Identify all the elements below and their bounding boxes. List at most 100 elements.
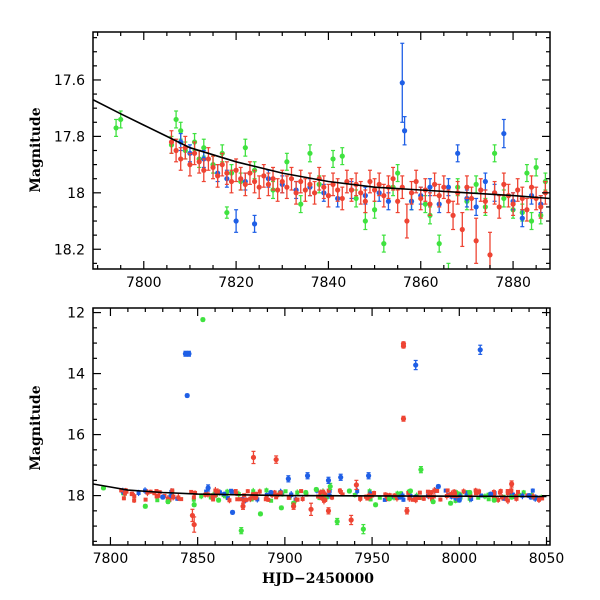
band-point-red	[233, 489, 238, 494]
data-point-red	[473, 217, 479, 264]
x-tick-label: 8000	[441, 551, 477, 567]
data-point-blue	[251, 214, 258, 233]
data-point-red	[196, 149, 202, 174]
data-point-green	[339, 147, 345, 166]
band-point-red	[410, 497, 415, 502]
data-point-blue	[186, 350, 192, 357]
band-point-red	[509, 487, 514, 494]
data-point-red	[348, 178, 355, 202]
data-point-blue	[482, 172, 488, 191]
data-point-red	[325, 507, 332, 515]
band-point-red	[145, 489, 150, 497]
data-point-red	[275, 178, 281, 202]
band-point-red	[171, 494, 176, 501]
data-point-blue	[325, 476, 332, 484]
data-point-green	[372, 502, 379, 508]
data-point-green	[165, 499, 171, 505]
band-point-red	[438, 497, 443, 502]
data-point-blue	[233, 209, 239, 233]
data-point-blue	[268, 489, 274, 496]
band-point-red	[215, 488, 220, 495]
data-point-blue	[473, 197, 479, 216]
band-point-red	[413, 497, 418, 504]
x-tick-label: 8050	[529, 551, 565, 567]
band-point-red	[191, 495, 196, 500]
data-point-red	[191, 516, 197, 533]
band-point-blue	[229, 489, 234, 494]
data-point-red	[509, 480, 515, 488]
data-point-green	[528, 211, 535, 231]
data-point-red	[293, 180, 299, 205]
x-tick-label: 7900	[267, 551, 303, 567]
data-point-red	[178, 147, 184, 171]
y-tick-label: 12	[67, 306, 85, 322]
data-point-red	[279, 169, 285, 194]
y-tick-label: 17.6	[54, 73, 85, 89]
data-point-red	[478, 178, 484, 202]
data-point-green	[224, 206, 230, 219]
data-point-green	[447, 500, 454, 506]
data-point-red	[191, 141, 198, 166]
band-point-red	[213, 486, 218, 495]
x-axis-title: HJD−2450000	[262, 571, 374, 587]
band-point-green	[264, 487, 269, 494]
data-point-green	[446, 262, 451, 269]
band-point-red	[263, 497, 268, 502]
band-point-red	[210, 494, 215, 500]
data-point-red	[168, 130, 175, 154]
data-point-green	[113, 118, 119, 137]
data-point-red	[367, 169, 373, 194]
data-point-blue	[526, 492, 532, 499]
band-point-red	[473, 487, 478, 494]
data-point-red	[238, 166, 244, 191]
band-point-red	[257, 488, 262, 495]
data-point-green	[242, 138, 248, 157]
band-point-red	[497, 488, 502, 497]
data-point-red	[376, 172, 382, 197]
band-point-red	[245, 489, 250, 494]
x-tick-label: 7800	[126, 275, 162, 291]
data-point-red	[399, 175, 405, 200]
data-point-red	[265, 172, 272, 197]
band-point-red	[241, 497, 246, 504]
band-point-red	[425, 489, 430, 494]
data-point-red	[501, 172, 507, 197]
top-plot-frame	[92, 31, 551, 270]
data-point-green	[173, 110, 179, 129]
data-point-red	[441, 175, 447, 200]
model-fit-curve	[93, 98, 550, 200]
model-fit-curve	[93, 483, 547, 498]
data-point-green	[386, 496, 393, 502]
data-point-red	[404, 203, 410, 239]
data-point-red	[325, 183, 332, 208]
data-point-red	[215, 164, 221, 188]
data-point-green	[142, 503, 148, 509]
data-point-green	[492, 144, 498, 163]
data-point-red	[445, 189, 452, 214]
x-tick-label: 7840	[311, 275, 347, 291]
data-point-red	[353, 479, 359, 491]
data-point-green	[360, 523, 366, 535]
band-point-red	[272, 489, 277, 496]
data-point-red	[348, 514, 354, 526]
data-point-green	[303, 489, 309, 496]
y-tick-label: 17.8	[54, 129, 85, 145]
data-point-red	[182, 135, 188, 160]
data-point-green	[330, 149, 336, 169]
band-point-red	[500, 494, 505, 501]
data-point-blue	[365, 472, 372, 480]
band-point-red	[435, 488, 440, 493]
band-point-red	[154, 494, 159, 499]
band-point-red	[417, 490, 422, 495]
data-point-green	[371, 200, 378, 219]
band-point-red	[318, 489, 323, 496]
band-point-green	[377, 495, 382, 500]
data-point-red	[390, 166, 396, 191]
data-point-red	[330, 172, 336, 197]
band-point-red	[491, 489, 496, 495]
data-point-green	[200, 316, 206, 323]
data-point-blue	[338, 473, 344, 481]
data-point-red	[459, 211, 465, 248]
band-point-red	[248, 495, 253, 503]
band-point-blue	[355, 487, 360, 495]
